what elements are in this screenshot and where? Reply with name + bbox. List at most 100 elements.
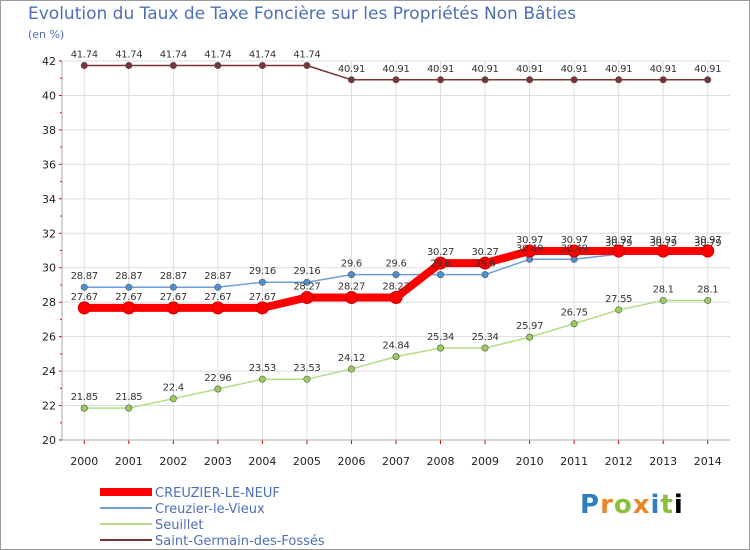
data-label: 28.1 xyxy=(697,284,718,295)
data-point xyxy=(258,278,266,286)
data-point xyxy=(704,296,712,304)
data-point xyxy=(258,375,266,383)
data-label: 40.91 xyxy=(650,64,677,75)
data-label: 29.16 xyxy=(293,266,320,277)
data-label: 30.79 xyxy=(694,238,721,249)
data-point xyxy=(478,256,492,270)
legend-label: CREUZIER-LE-NEUF xyxy=(155,486,280,501)
data-label: 28.27 xyxy=(293,282,320,293)
data-label: 27.67 xyxy=(71,292,98,303)
legend-label: Creuzier-le-Vieux xyxy=(155,502,265,517)
data-point xyxy=(437,344,445,352)
data-label: 23.53 xyxy=(293,363,320,374)
data-point xyxy=(214,385,222,393)
data-point xyxy=(303,278,311,286)
data-point xyxy=(166,301,180,315)
data-point xyxy=(125,61,133,69)
data-label: 25.34 xyxy=(427,332,454,343)
data-label: 40.91 xyxy=(427,64,454,75)
data-label: 30.79 xyxy=(650,238,677,249)
data-label: 30.79 xyxy=(605,238,632,249)
x-tick-label: 2013 xyxy=(649,455,677,468)
data-label: 28.87 xyxy=(115,271,142,282)
data-point xyxy=(704,76,712,84)
data-label: 30.49 xyxy=(561,243,588,254)
y-tick-label: 38 xyxy=(42,124,56,137)
data-point xyxy=(347,271,355,279)
legend-label: Seuillet xyxy=(155,518,203,533)
data-label: 40.91 xyxy=(471,64,498,75)
data-label: 40.91 xyxy=(561,64,588,75)
y-tick-label: 32 xyxy=(42,227,56,240)
y-tick-label: 40 xyxy=(42,89,56,102)
data-point xyxy=(347,365,355,373)
data-point xyxy=(437,271,445,279)
data-point xyxy=(615,76,623,84)
data-point xyxy=(659,76,667,84)
data-label: 29.16 xyxy=(249,266,276,277)
data-point xyxy=(389,291,403,305)
data-point xyxy=(344,291,358,305)
y-tick-label: 42 xyxy=(42,55,56,68)
legend-label: Saint-Germain-des-Fossés xyxy=(155,534,325,549)
data-point xyxy=(347,76,355,84)
data-point xyxy=(570,76,578,84)
data-label: 27.67 xyxy=(160,292,187,303)
data-point xyxy=(125,404,133,412)
data-point xyxy=(526,76,534,84)
x-tick-label: 2000 xyxy=(70,455,98,468)
data-label: 30.97 xyxy=(605,235,632,246)
data-point xyxy=(567,244,581,258)
data-label: 30.27 xyxy=(427,247,454,258)
data-label: 21.85 xyxy=(71,392,98,403)
data-point xyxy=(258,61,266,69)
data-label: 29.6 xyxy=(385,259,406,270)
data-label: 29.6 xyxy=(430,259,451,270)
x-tick-label: 2012 xyxy=(605,455,633,468)
data-label: 29.6 xyxy=(475,259,496,270)
data-point xyxy=(656,244,670,258)
data-label: 30.97 xyxy=(694,235,721,246)
x-tick-label: 2001 xyxy=(115,455,143,468)
data-point xyxy=(392,271,400,279)
data-label: 41.74 xyxy=(71,49,98,60)
data-point xyxy=(169,61,177,69)
data-label: 25.34 xyxy=(471,332,498,343)
data-label: 28.87 xyxy=(160,271,187,282)
data-label: 28.87 xyxy=(204,271,231,282)
data-point xyxy=(122,301,136,315)
data-point xyxy=(523,244,537,258)
data-label: 26.75 xyxy=(561,308,588,319)
data-point xyxy=(481,76,489,84)
x-tick-label: 2010 xyxy=(516,455,544,468)
data-point xyxy=(255,301,269,315)
data-label: 40.91 xyxy=(694,64,721,75)
data-point xyxy=(300,291,314,305)
data-point xyxy=(392,76,400,84)
data-label: 30.49 xyxy=(516,243,543,254)
data-label: 25.97 xyxy=(516,321,543,332)
data-label: 28.1 xyxy=(653,284,674,295)
data-point xyxy=(80,283,88,291)
data-point xyxy=(80,404,88,412)
data-label: 22.96 xyxy=(204,373,231,384)
data-point xyxy=(392,353,400,361)
data-point xyxy=(481,271,489,279)
data-point xyxy=(615,306,623,314)
data-label: 23.53 xyxy=(249,363,276,374)
data-point xyxy=(612,244,626,258)
data-label: 40.91 xyxy=(516,64,543,75)
x-tick-label: 2014 xyxy=(694,455,722,468)
x-tick-label: 2005 xyxy=(293,455,321,468)
x-tick-label: 2006 xyxy=(337,455,365,468)
data-label: 41.74 xyxy=(249,49,276,60)
data-point xyxy=(526,333,534,341)
data-point xyxy=(303,61,311,69)
x-tick-label: 2008 xyxy=(427,455,455,468)
data-label: 27.67 xyxy=(204,292,231,303)
data-label: 40.91 xyxy=(382,64,409,75)
data-point xyxy=(481,344,489,352)
data-label: 30.27 xyxy=(471,247,498,258)
data-point xyxy=(437,76,445,84)
data-label: 30.97 xyxy=(516,235,543,246)
